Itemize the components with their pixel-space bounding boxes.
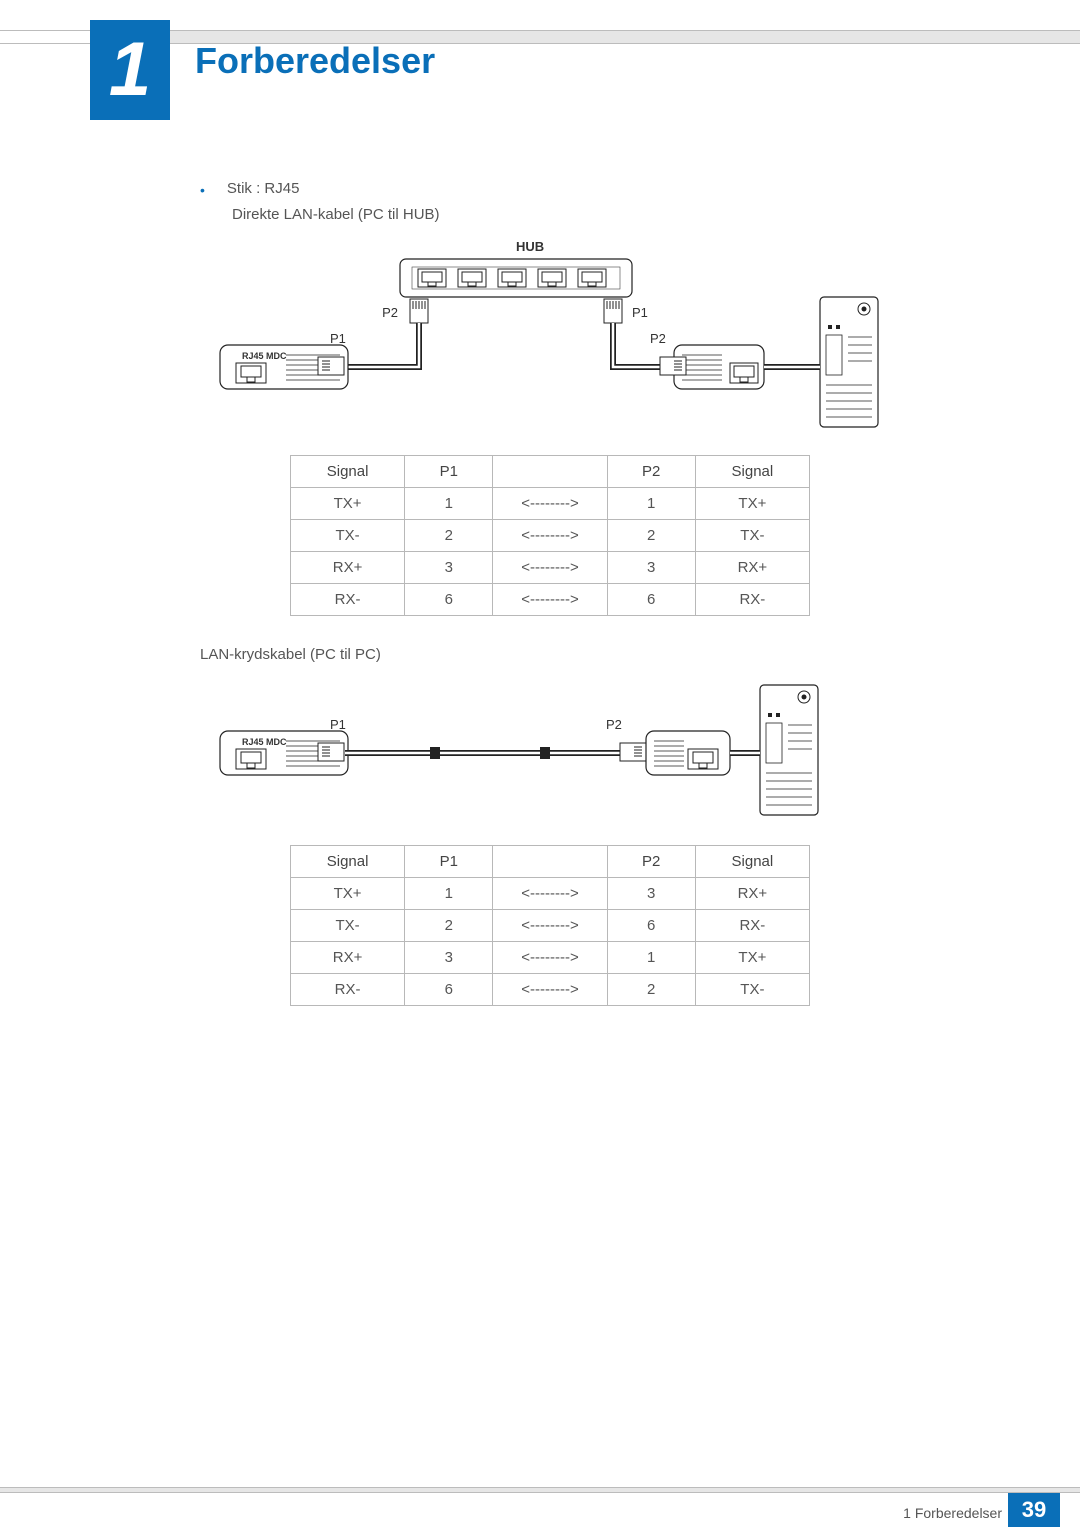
table-cell: 2 bbox=[405, 910, 493, 942]
th-signal: Signal bbox=[695, 846, 809, 878]
bullet-dot-icon: • bbox=[200, 180, 205, 200]
bullet-text: Stik : RJ45 bbox=[227, 180, 300, 200]
th-p1: P1 bbox=[405, 846, 493, 878]
diagram-2-caption: LAN-krydskabel (PC til PC) bbox=[200, 646, 900, 663]
table-cell: <--------> bbox=[493, 488, 607, 520]
table-row: TX+1<-------->1TX+ bbox=[291, 488, 810, 520]
th-blank bbox=[493, 846, 607, 878]
svg-text:P2: P2 bbox=[650, 331, 666, 346]
table-cell: RX- bbox=[291, 974, 405, 1006]
table-row: TX+1<-------->3RX+ bbox=[291, 878, 810, 910]
table-cell: <--------> bbox=[493, 942, 607, 974]
table-cell: 2 bbox=[607, 520, 695, 552]
table-cell: RX- bbox=[695, 584, 809, 616]
pinout-table-cross: Signal P1 P2 Signal TX+1<-------->3RX+TX… bbox=[290, 845, 810, 1006]
table-cell: 6 bbox=[607, 910, 695, 942]
footer-bar bbox=[0, 1487, 1080, 1493]
table-cell: 6 bbox=[405, 584, 493, 616]
table-cell: TX- bbox=[291, 520, 405, 552]
table-cell: 1 bbox=[405, 488, 493, 520]
table-cell: 6 bbox=[607, 584, 695, 616]
table-cell: <--------> bbox=[493, 878, 607, 910]
th-signal: Signal bbox=[695, 456, 809, 488]
table-cell: 3 bbox=[405, 552, 493, 584]
table-cell: TX- bbox=[695, 974, 809, 1006]
pc-tower-icon bbox=[820, 297, 878, 427]
svg-text:P1: P1 bbox=[330, 717, 346, 732]
diagram-cross-lan: RJ45 MDC P1 P2 bbox=[200, 677, 900, 827]
table-cell: 2 bbox=[607, 974, 695, 1006]
table-cell: RX+ bbox=[695, 552, 809, 584]
hub-ports-icon bbox=[418, 269, 606, 287]
th-signal: Signal bbox=[291, 456, 405, 488]
table-cell: RX+ bbox=[291, 942, 405, 974]
th-signal: Signal bbox=[291, 846, 405, 878]
table-cell: 1 bbox=[607, 488, 695, 520]
page-content: • Stik : RJ45 Direkte LAN-kabel (PC til … bbox=[200, 180, 900, 1036]
table-row: RX-6<-------->2TX- bbox=[291, 974, 810, 1006]
table-cell: <--------> bbox=[493, 584, 607, 616]
th-p1: P1 bbox=[405, 456, 493, 488]
hub-label: HUB bbox=[516, 239, 544, 254]
table-cell: <--------> bbox=[493, 974, 607, 1006]
svg-text:P1: P1 bbox=[330, 331, 346, 346]
diagram-1-caption: Direkte LAN-kabel (PC til HUB) bbox=[232, 206, 900, 223]
table-cell: 6 bbox=[405, 974, 493, 1006]
table-cell: 3 bbox=[607, 552, 695, 584]
table-cell: <--------> bbox=[493, 552, 607, 584]
table-cell: RX- bbox=[695, 910, 809, 942]
svg-text:P2: P2 bbox=[606, 717, 622, 732]
table-cell: TX+ bbox=[291, 488, 405, 520]
table-row: RX-6<-------->6RX- bbox=[291, 584, 810, 616]
table-cell: TX+ bbox=[695, 488, 809, 520]
table-cell: TX- bbox=[291, 910, 405, 942]
svg-text:P2: P2 bbox=[382, 305, 398, 320]
table-row: RX+3<-------->3RX+ bbox=[291, 552, 810, 584]
table-cell: RX+ bbox=[291, 552, 405, 584]
pc-tower-icon bbox=[760, 685, 818, 815]
chapter-number-box: 1 bbox=[90, 20, 170, 120]
table-cell: RX+ bbox=[695, 878, 809, 910]
table-cell: RX- bbox=[291, 584, 405, 616]
rj45-plug-icon bbox=[410, 299, 428, 323]
page-footer: 1 Forberedelser 39 bbox=[0, 1489, 1080, 1527]
table-row: RX+3<-------->1TX+ bbox=[291, 942, 810, 974]
table-cell: 2 bbox=[405, 520, 493, 552]
page-number: 39 bbox=[1008, 1493, 1060, 1527]
bullet-item: • Stik : RJ45 bbox=[200, 180, 900, 200]
th-blank bbox=[493, 456, 607, 488]
table-cell: 3 bbox=[405, 942, 493, 974]
table-cell: TX+ bbox=[695, 942, 809, 974]
table-cell: TX- bbox=[695, 520, 809, 552]
table-cell: 1 bbox=[405, 878, 493, 910]
rj45-plug-icon bbox=[604, 299, 622, 323]
chapter-number: 1 bbox=[109, 32, 151, 108]
footer-text: 1 Forberedelser bbox=[903, 1505, 1002, 1521]
table-cell: <--------> bbox=[493, 910, 607, 942]
th-p2: P2 bbox=[607, 846, 695, 878]
chapter-title: Forberedelser bbox=[195, 40, 435, 82]
table-cell: <--------> bbox=[493, 520, 607, 552]
th-p2: P2 bbox=[607, 456, 695, 488]
diagram-direct-lan: HUB P2 P1 bbox=[200, 237, 900, 437]
svg-text:RJ45 MDC: RJ45 MDC bbox=[242, 351, 287, 361]
table-row: TX-2<-------->6RX- bbox=[291, 910, 810, 942]
svg-text:P1: P1 bbox=[632, 305, 648, 320]
pinout-table-direct: Signal P1 P2 Signal TX+1<-------->1TX+TX… bbox=[290, 455, 810, 616]
table-row: TX-2<-------->2TX- bbox=[291, 520, 810, 552]
table-cell: 1 bbox=[607, 942, 695, 974]
table-cell: 3 bbox=[607, 878, 695, 910]
svg-text:RJ45 MDC: RJ45 MDC bbox=[242, 737, 287, 747]
table-cell: TX+ bbox=[291, 878, 405, 910]
